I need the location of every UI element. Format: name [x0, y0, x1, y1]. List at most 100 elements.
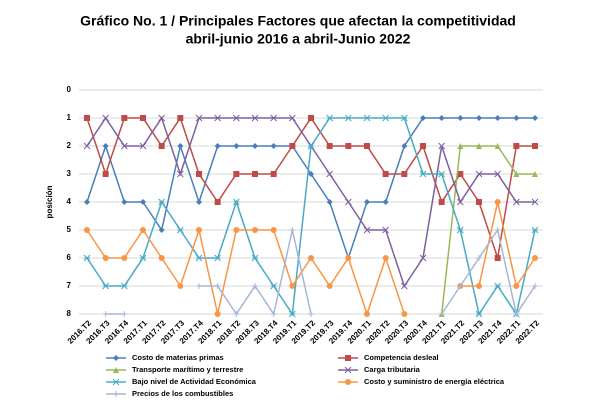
data-point [438, 170, 446, 178]
data-point [401, 143, 408, 149]
data-point [214, 254, 222, 262]
data-point [158, 255, 165, 261]
legend-label: Costo de materias primas [132, 353, 224, 362]
data-point [363, 226, 371, 234]
data-point [177, 115, 184, 121]
data-point [457, 143, 464, 149]
data-point [102, 282, 110, 290]
data-point [400, 114, 408, 122]
y-tick-label: 3 [67, 169, 72, 178]
data-point [158, 198, 166, 206]
data-point [326, 114, 334, 122]
data-point [494, 227, 501, 233]
data-point [102, 114, 110, 122]
y-tick-label: 8 [67, 309, 72, 318]
series-line [86, 117, 535, 261]
data-point [214, 114, 222, 122]
data-point [382, 199, 389, 205]
data-point [513, 115, 520, 121]
data-point [177, 283, 184, 289]
data-point [401, 171, 408, 177]
data-point [196, 283, 202, 289]
data-point [512, 198, 520, 206]
data-point [289, 283, 296, 289]
data-point [476, 199, 482, 205]
legend-label: Precios de los combustibles [132, 389, 233, 398]
data-point [177, 143, 184, 149]
data-point [251, 254, 259, 262]
data-point [83, 142, 91, 150]
series-line [440, 145, 535, 315]
data-point [270, 227, 277, 233]
data-point [214, 283, 221, 289]
data-point [438, 199, 445, 205]
data-point [513, 311, 520, 317]
data-point [139, 142, 147, 150]
data-point [196, 171, 202, 177]
data-point [532, 171, 538, 177]
data-point [532, 115, 538, 121]
data-point [308, 255, 314, 261]
data-point [121, 311, 128, 317]
data-point [140, 115, 146, 121]
data-point [196, 199, 202, 205]
data-point [419, 254, 427, 262]
legend-marker [112, 378, 120, 386]
legend-label: Costo y suministro de energía eléctrica [364, 377, 505, 386]
data-point [232, 114, 240, 122]
data-point [102, 255, 109, 261]
data-point [121, 255, 128, 261]
data-point [252, 227, 258, 233]
legend-marker [113, 355, 119, 361]
data-point [494, 255, 501, 261]
data-point [457, 171, 464, 177]
data-point [120, 282, 128, 290]
data-point [531, 226, 539, 234]
data-point [252, 171, 258, 177]
data-point [420, 115, 426, 121]
data-point [176, 226, 184, 234]
data-point [195, 114, 203, 122]
data-point [288, 114, 296, 122]
chart-subtitle: abril-junio 2016 a abril-Junio 2022 [186, 31, 411, 47]
data-point [270, 282, 278, 290]
legend-marker [345, 379, 351, 385]
data-point [308, 171, 314, 177]
data-point [382, 114, 390, 122]
data-point [326, 170, 334, 178]
legend-marker [344, 366, 352, 374]
data-point [400, 282, 408, 290]
data-point [214, 199, 221, 205]
data-point [84, 199, 90, 205]
data-point [326, 199, 333, 205]
data-point [84, 227, 90, 233]
data-point [270, 114, 278, 122]
data-point [494, 170, 502, 178]
data-point [158, 227, 165, 233]
data-point [158, 143, 165, 149]
data-point [233, 227, 240, 233]
data-point [121, 199, 128, 205]
data-point [214, 311, 221, 317]
chart-title: Gráfico No. 1 / Principales Factores que… [80, 13, 516, 29]
data-point [419, 170, 427, 178]
y-tick-label: 4 [67, 197, 72, 206]
y-tick-label: 6 [67, 253, 72, 262]
data-point [475, 310, 483, 318]
data-point [252, 143, 258, 149]
data-point [364, 143, 370, 149]
data-point [139, 254, 147, 262]
data-point [345, 143, 352, 149]
data-point [195, 254, 203, 262]
data-point [270, 311, 277, 317]
data-point [494, 199, 501, 205]
data-point [401, 311, 408, 317]
data-point [476, 115, 482, 121]
data-point [196, 227, 202, 233]
legend-label: Carga tributaria [364, 365, 421, 374]
data-point [382, 255, 389, 261]
data-point [363, 114, 371, 122]
data-point [307, 142, 315, 150]
data-point [494, 143, 501, 149]
